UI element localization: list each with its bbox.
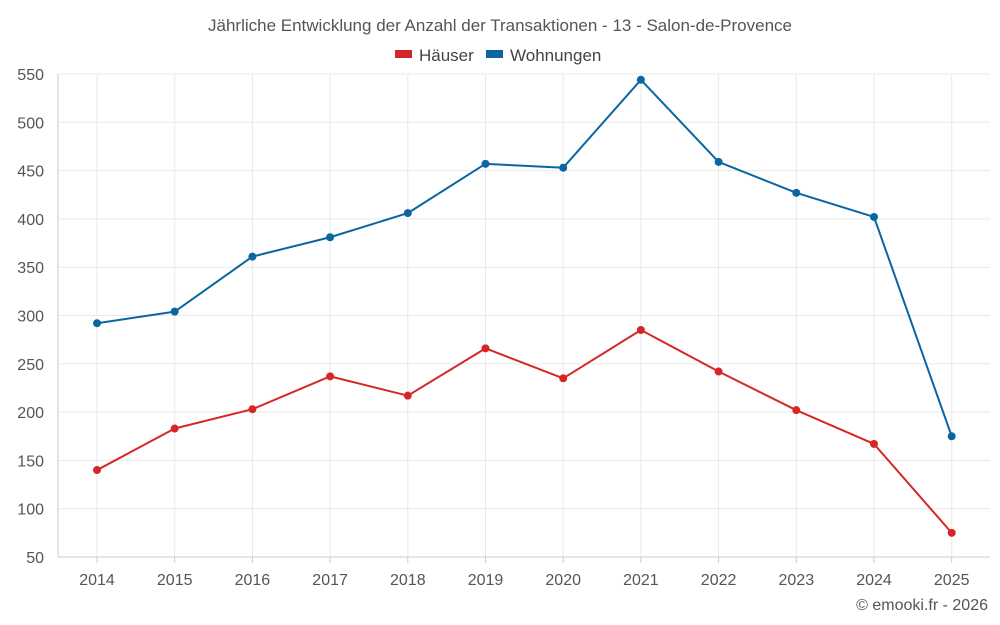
y-tick-label: 250 bbox=[17, 357, 44, 374]
x-tick-label: 2023 bbox=[779, 572, 815, 589]
y-tick-label: 550 bbox=[17, 67, 44, 84]
y-tick-label: 300 bbox=[17, 309, 44, 326]
data-point-wohnungen[interactable] bbox=[481, 159, 490, 168]
legend-swatch bbox=[395, 50, 412, 58]
y-tick-label: 100 bbox=[17, 502, 44, 519]
credit-text: © emooki.fr - 2026 bbox=[856, 597, 988, 614]
y-tick-label: 400 bbox=[17, 212, 44, 229]
legend-swatch bbox=[486, 50, 503, 58]
y-tick-label: 50 bbox=[26, 550, 44, 567]
axes: 50 100 150 200 250 300 350 400 450 500 550 2014 2015… bbox=[17, 67, 990, 589]
y-tick-label: 350 bbox=[17, 260, 44, 277]
data-point-haeuser[interactable] bbox=[326, 372, 335, 381]
data-point-wohnungen[interactable] bbox=[714, 157, 723, 166]
x-tick-label: 2017 bbox=[312, 572, 348, 589]
data-point-wohnungen[interactable] bbox=[170, 307, 179, 316]
x-tick-label: 2022 bbox=[701, 572, 737, 589]
data-point-haeuser[interactable] bbox=[559, 374, 568, 383]
data-point-haeuser[interactable] bbox=[403, 391, 412, 400]
data-point-haeuser[interactable] bbox=[93, 466, 101, 475]
chart-title: Jährliche Entwicklung der Anzahl der Tra… bbox=[208, 16, 792, 35]
x-tick-label: 2024 bbox=[856, 572, 892, 589]
legend-label: Häuser bbox=[419, 46, 474, 65]
data-point-wohnungen[interactable] bbox=[248, 252, 257, 261]
x-tick-label: 2015 bbox=[157, 572, 193, 589]
series-layer bbox=[93, 75, 956, 537]
x-tick-label: 2025 bbox=[934, 572, 970, 589]
legend-item-haeuser[interactable]: Häuser bbox=[395, 46, 474, 65]
data-point-haeuser[interactable] bbox=[170, 424, 179, 433]
legend-item-wohnungen[interactable]: Wohnungen bbox=[486, 46, 601, 65]
x-tick-label: 2014 bbox=[79, 572, 115, 589]
data-point-wohnungen[interactable] bbox=[947, 432, 956, 441]
data-point-wohnungen[interactable] bbox=[792, 188, 801, 197]
data-point-wohnungen[interactable] bbox=[636, 75, 645, 84]
y-tick-label: 200 bbox=[17, 405, 44, 422]
data-point-haeuser[interactable] bbox=[636, 325, 645, 334]
data-point-wohnungen[interactable] bbox=[870, 212, 878, 221]
x-tick-label: 2021 bbox=[623, 572, 659, 589]
x-tick-label: 2019 bbox=[468, 572, 504, 589]
data-point-haeuser[interactable] bbox=[947, 528, 956, 537]
legend-label: Wohnungen bbox=[510, 46, 601, 65]
series-wohnungen bbox=[93, 75, 956, 441]
data-point-wohnungen[interactable] bbox=[326, 233, 335, 242]
data-point-wohnungen[interactable] bbox=[93, 319, 101, 328]
data-point-haeuser[interactable] bbox=[248, 405, 257, 414]
data-point-haeuser[interactable] bbox=[792, 406, 801, 415]
legend: Häuser Wohnungen bbox=[395, 46, 601, 65]
series-line-haeuser bbox=[96, 328, 953, 534]
x-tick-label: 2016 bbox=[235, 572, 271, 589]
series-haeuser bbox=[93, 325, 956, 537]
y-tick-label: 500 bbox=[17, 115, 44, 132]
x-tick-label: 2018 bbox=[390, 572, 426, 589]
y-tick-label: 450 bbox=[17, 164, 44, 181]
series-line-wohnungen bbox=[96, 78, 953, 437]
gridlines bbox=[58, 73, 990, 557]
x-tick-label: 2020 bbox=[545, 572, 581, 589]
y-tick-label: 150 bbox=[17, 453, 44, 470]
data-point-wohnungen[interactable] bbox=[559, 163, 568, 172]
data-point-wohnungen[interactable] bbox=[403, 209, 412, 218]
data-point-haeuser[interactable] bbox=[714, 367, 723, 376]
data-point-haeuser[interactable] bbox=[870, 439, 878, 448]
data-point-haeuser[interactable] bbox=[481, 344, 490, 353]
